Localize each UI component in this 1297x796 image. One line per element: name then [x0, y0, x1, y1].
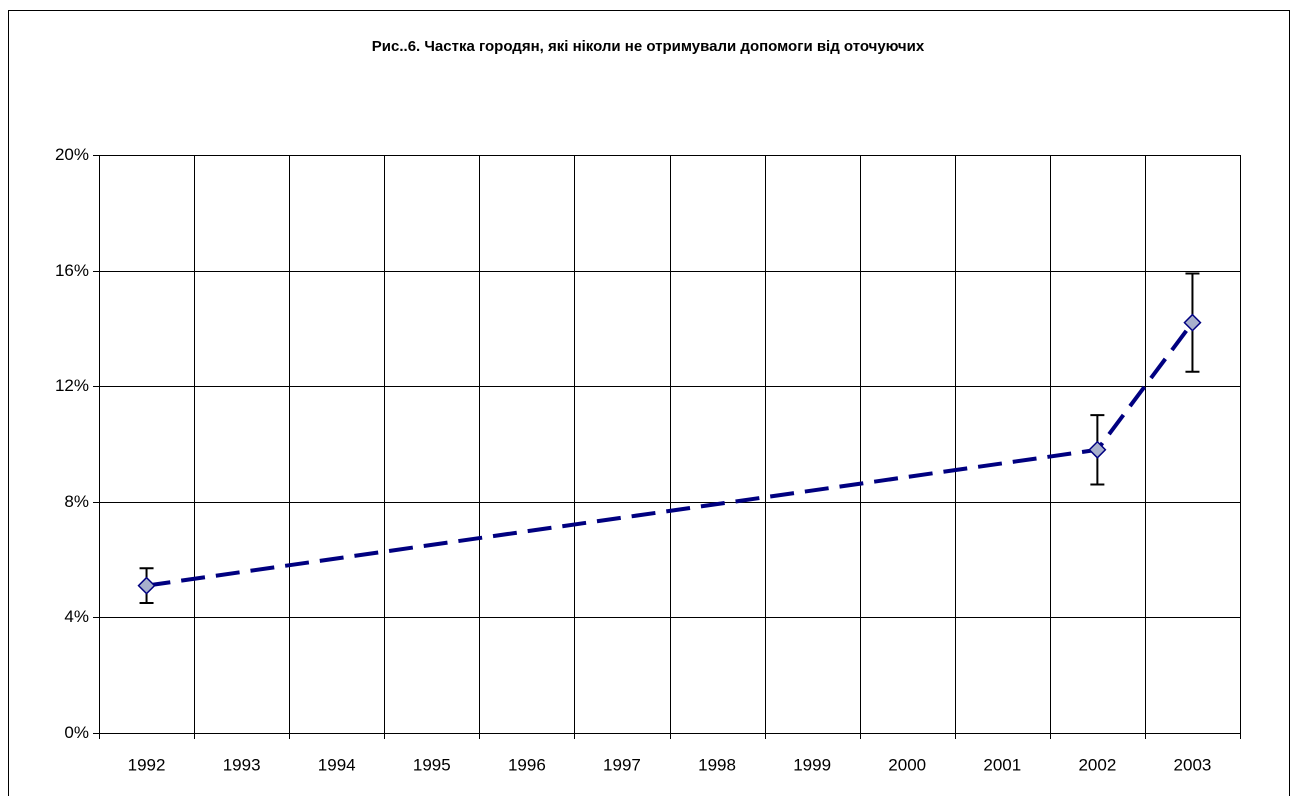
- data-line: [146, 321, 1195, 588]
- chart-frame: [8, 10, 1290, 796]
- x-tick-label: 1993: [223, 755, 261, 774]
- y-tick-label: 12%: [55, 376, 89, 395]
- y-tick-label: 0%: [64, 723, 89, 742]
- x-tick-label: 1998: [698, 755, 736, 774]
- chart-title: Рис..6. Частка городян, які ніколи не от…: [372, 38, 925, 55]
- x-tick-label: 2001: [983, 755, 1021, 774]
- x-tick-label: 1996: [508, 755, 546, 774]
- marker: [1183, 313, 1202, 332]
- marker: [137, 576, 156, 595]
- marker: [1088, 440, 1107, 459]
- x-tick-label: 2002: [1078, 755, 1116, 774]
- x-tick-label: 1999: [793, 755, 831, 774]
- y-tick-label: 4%: [64, 607, 89, 626]
- x-tick-label: 1995: [413, 755, 451, 774]
- y-tick-label: 20%: [55, 145, 89, 164]
- x-tick-label: 1994: [318, 755, 356, 774]
- x-tick-label: 2000: [888, 755, 926, 774]
- x-tick-label: 2003: [1174, 755, 1212, 774]
- y-tick-label: 8%: [64, 492, 89, 511]
- y-tick-label: 16%: [55, 261, 89, 280]
- x-tick-label: 1992: [128, 755, 166, 774]
- x-tick-label: 1997: [603, 755, 641, 774]
